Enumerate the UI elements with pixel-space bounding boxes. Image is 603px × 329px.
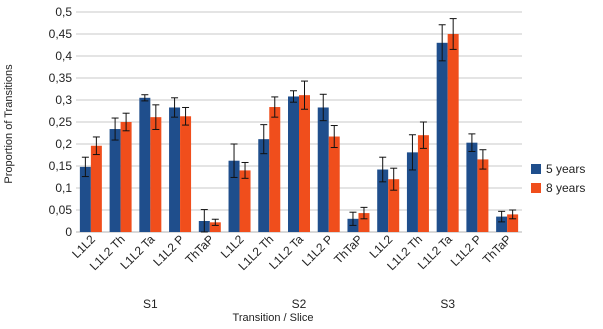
bar-8-years	[150, 117, 162, 232]
y-axis-title: Proportion of Transitions	[3, 64, 15, 184]
x-tick-label: ThTaP	[331, 232, 365, 266]
y-tick-label: 0,5	[55, 5, 72, 19]
bar-8-years	[417, 135, 429, 232]
bar-5-years	[377, 169, 389, 232]
legend: 5 years 8 years	[531, 162, 585, 195]
bar-8-years	[447, 34, 459, 232]
bar-5-years	[466, 142, 478, 232]
y-tick-label: 0,45	[49, 27, 73, 41]
x-axis-title: Transition / Slice	[233, 312, 314, 324]
legend-swatch	[531, 183, 541, 193]
y-tick-label: 0,4	[55, 49, 72, 63]
bar-5-years	[109, 129, 121, 232]
y-tick-label: 0	[65, 225, 72, 239]
bar-8-years	[180, 116, 192, 232]
bar-5-years	[79, 166, 91, 232]
y-tick-label: 0,15	[49, 159, 73, 173]
y-tick-label: 0,1	[55, 181, 72, 195]
y-tick-label: 0,3	[55, 93, 72, 107]
bar-5-years	[169, 107, 181, 232]
bar-8-years	[239, 170, 251, 232]
error-bars	[81, 18, 517, 233]
bar-marks	[79, 34, 519, 232]
x-tick-label: L1L2 P	[299, 232, 336, 269]
y-tick-label: 0,35	[49, 71, 73, 85]
legend-label: 8 years	[546, 181, 585, 195]
bar-5-years	[317, 107, 329, 232]
legend-swatch	[531, 164, 541, 174]
bar-8-years	[209, 222, 221, 232]
bar-5-years	[496, 216, 508, 232]
bar-5-years	[258, 139, 270, 232]
y-tick-label: 0,25	[49, 115, 73, 129]
bar-8-years	[388, 179, 400, 232]
bar-8-years	[299, 95, 310, 232]
slice-label: S3	[440, 297, 455, 311]
x-tick-label: L1L2 P	[150, 232, 187, 269]
slice-label: S1	[143, 297, 158, 311]
bar-8-years	[90, 145, 102, 232]
bar-5-years	[288, 96, 299, 232]
bar-8-years	[120, 122, 132, 232]
bar-8-years	[477, 159, 489, 232]
slice-label: S2	[292, 297, 307, 311]
y-tick-label: 0,05	[49, 203, 73, 217]
x-tick-label: ThTaP	[480, 232, 514, 266]
bar-5-years	[228, 160, 240, 232]
bar-8-years	[269, 107, 281, 232]
y-axis: 0 0,05 0,1 0,15 0,2 0,25 0,3 0,35 0,4 0,45 0,5	[49, 5, 73, 239]
x-tick-label: ThTaP	[182, 232, 216, 266]
bar-8-years	[328, 136, 340, 232]
slice-group-labels: S1 S2 S3	[143, 297, 455, 311]
bar-5-years	[139, 97, 151, 232]
x-tick-label: L1L2 P	[448, 232, 485, 269]
bar-8-years	[507, 214, 519, 232]
bar-5-years	[406, 152, 418, 232]
bar-8-years	[358, 213, 370, 232]
legend-label: 5 years	[546, 162, 585, 176]
y-tick-label: 0,2	[55, 137, 72, 151]
bar-5-years	[436, 42, 448, 232]
